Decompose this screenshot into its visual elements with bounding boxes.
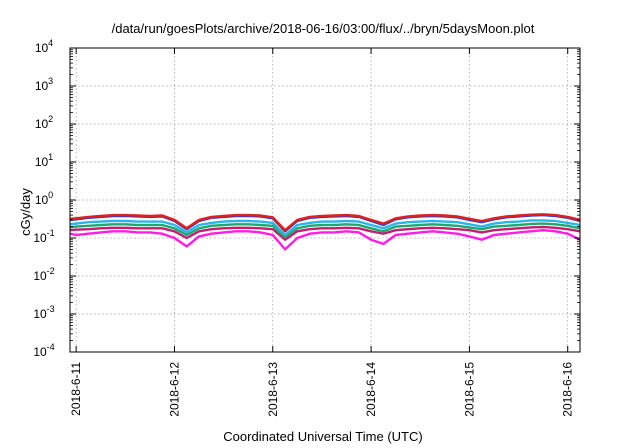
- y-tick-label: 103: [35, 76, 53, 93]
- x-tick-label: 2018-6-11: [69, 362, 83, 416]
- y-tick-label: 104: [35, 38, 53, 55]
- y-tick-label: 10-3: [33, 304, 54, 321]
- series-group: [70, 213, 580, 251]
- y-tick-label: 10-4: [33, 342, 54, 359]
- x-tick-label: 2018-6-13: [266, 362, 280, 417]
- x-tick-label: 2018-6-14: [364, 362, 378, 417]
- chart-title: /data/run/goesPlots/archive/2018-06-16/0…: [112, 21, 535, 36]
- grid: [70, 48, 580, 352]
- y-axis: 10-4 10-3 10-2 10-1 100 101 102 103 104: [33, 38, 580, 359]
- y-tick-label: 10-2: [33, 266, 54, 283]
- y-tick-label: 101: [35, 152, 53, 169]
- series-line: [70, 228, 580, 251]
- x-axis-label: Coordinated Universal Time (UTC): [223, 429, 422, 444]
- series-line: [70, 213, 580, 232]
- series-line: [70, 225, 580, 241]
- x-axis: 2018-6-11 2018-6-12 2018-6-13 2018-6-14 2018…: [69, 48, 575, 417]
- series-line: [70, 219, 580, 237]
- series-line: [70, 222, 580, 239]
- y-tick-label: 100: [35, 190, 53, 207]
- y-tick-label: 10-1: [33, 228, 54, 245]
- x-tick-label: 2018-6-15: [462, 362, 476, 417]
- x-tick-label: 2018-6-12: [167, 362, 181, 417]
- y-tick-label: 102: [35, 114, 53, 131]
- x-tick-label: 2018-6-16: [561, 362, 575, 417]
- y-axis-label: cGy/day: [18, 188, 33, 236]
